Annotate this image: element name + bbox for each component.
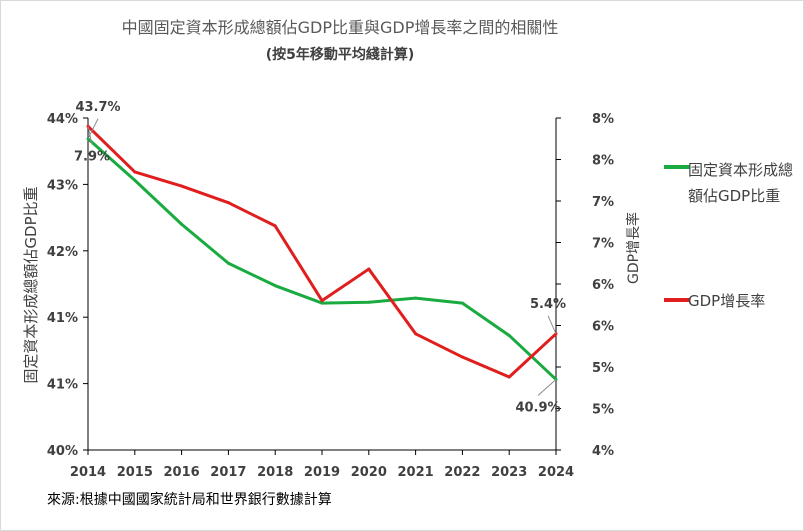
annotations: 43.7% 7.9% 5.4% 40.9% — [74, 100, 566, 416]
series-lines — [86, 124, 558, 381]
annotation-leader — [537, 379, 557, 396]
gdp-growth-point — [414, 332, 418, 336]
gdp-growth-point — [507, 375, 511, 379]
x-tick-label: 2024 — [538, 465, 574, 480]
x-tick-label: 2019 — [304, 465, 340, 480]
legend-label-gfcf: 固定資本形成總額佔GDP比重 — [688, 161, 794, 205]
right-tick-label: 8% — [592, 154, 614, 169]
left-tick-label: 43% — [47, 178, 78, 193]
gdp-growth-point — [226, 201, 230, 205]
annotation-leader — [547, 315, 557, 335]
x-tick-label: 2020 — [351, 465, 387, 480]
legend-swatch-gdp-growth — [664, 298, 690, 302]
x-tick-label: 2018 — [257, 465, 293, 480]
right-axis-label: GDP增長率 — [625, 212, 642, 284]
gfcf-share-line — [87, 137, 558, 381]
gdp-growth-point — [133, 170, 137, 174]
right-tick-label: 5% — [592, 361, 614, 376]
gdp-growth-point — [367, 267, 371, 271]
right-tick-label: 6% — [592, 320, 614, 335]
gfcf-share-point — [320, 301, 324, 305]
right-tick-label: 7% — [592, 237, 614, 252]
gfcf-share-point — [507, 333, 511, 337]
x-tick-label: 2014 — [70, 465, 106, 480]
data-label: 40.9% — [515, 400, 560, 415]
axes: 40% 41% 41% 42% 43% 44% 4% 5% 5% 6% 6% 7% 7% 8% 8% 2014… — [47, 112, 614, 480]
annotation-leader — [87, 126, 93, 145]
left-tick-label: 44% — [47, 112, 78, 127]
gdp-growth-line — [86, 125, 558, 379]
left-tick-label: 42% — [47, 245, 78, 260]
gfcf-share-point — [180, 222, 184, 226]
left-tick-label: 41% — [47, 378, 78, 393]
left-tick-label: 41% — [47, 311, 78, 326]
x-tick-label: 2017 — [210, 465, 246, 480]
gfcf-share-point — [460, 301, 464, 305]
x-tick-label: 2023 — [491, 465, 527, 480]
gdp-growth-point — [460, 355, 464, 359]
x-tick-label: 2022 — [444, 465, 480, 480]
right-tick-label: 4% — [592, 444, 614, 459]
chart-title: 中國固定資本形成總額佔GDP比重與GDP增長率之間的相關性 — [121, 18, 559, 37]
legend-swatch-gfcf — [664, 165, 690, 169]
x-tick-label: 2015 — [117, 465, 153, 480]
chart-subtitle: (按5年移動平均綫計算) — [265, 47, 415, 63]
x-tick-label: 2016 — [164, 465, 200, 480]
gfcf-share-point — [133, 178, 137, 182]
data-label: 7.9% — [74, 149, 110, 164]
right-tick-label: 5% — [592, 403, 614, 418]
gfcf-share-point — [414, 296, 418, 300]
right-tick-label: 8% — [592, 112, 614, 127]
gdp-growth-point — [320, 299, 324, 303]
data-label: 5.4% — [530, 297, 566, 312]
data-label: 43.7% — [75, 100, 120, 115]
right-tick-label: 6% — [592, 278, 614, 293]
right-tick-label: 7% — [592, 195, 614, 210]
left-axis-label: 固定資本形成總額佔GDP比重 — [22, 186, 40, 383]
gdp-growth-point — [273, 224, 277, 228]
gfcf-share-point — [273, 284, 277, 288]
source-note: 來源:根據中國國家統計局和世界銀行數據計算 — [47, 492, 332, 508]
gdp-growth-point — [180, 184, 184, 188]
gfcf-share-point — [367, 300, 371, 304]
legend-label-gdp-growth: GDP增長率 — [688, 292, 766, 310]
gfcf-share-point — [226, 261, 230, 265]
x-tick-label: 2021 — [398, 465, 434, 480]
left-tick-label: 40% — [47, 444, 78, 459]
